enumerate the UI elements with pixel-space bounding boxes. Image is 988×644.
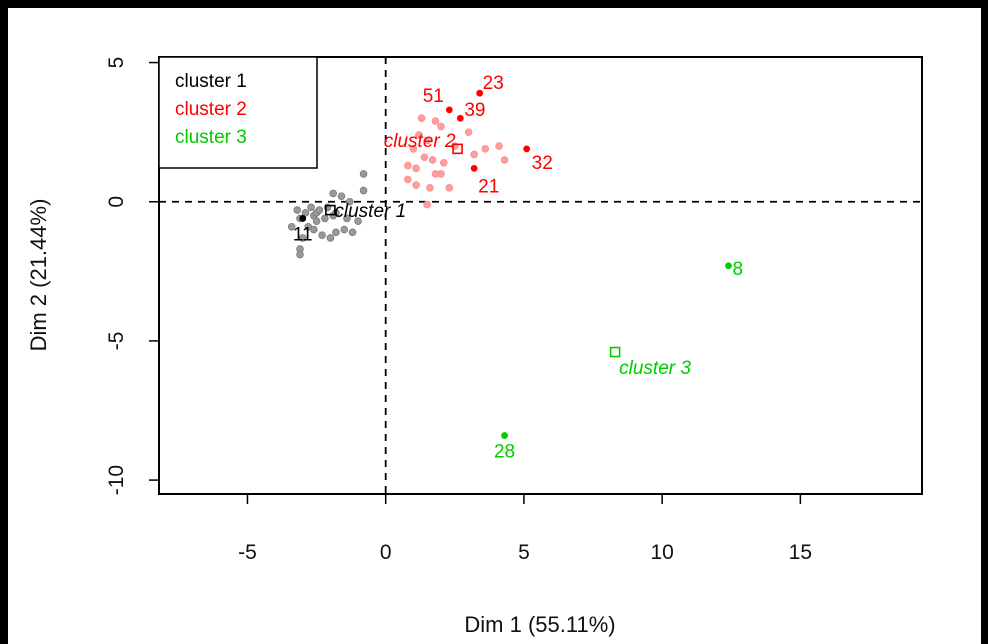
data-point [439, 158, 448, 167]
legend-entry: cluster 1 [175, 71, 247, 92]
data-point [345, 197, 354, 206]
centroid-label: cluster 3 [619, 358, 691, 379]
cluster-centroids: cluster 1 cluster 2 cluster 3 [325, 131, 691, 379]
point-label: 39 [464, 100, 485, 121]
data-point [318, 231, 326, 239]
labeled-data-point [299, 215, 307, 222]
centroid-marker [452, 143, 463, 155]
data-point [307, 203, 315, 212]
data-point [343, 214, 351, 223]
centroid-marker [325, 204, 336, 216]
data-point [337, 192, 346, 200]
data-point [287, 222, 296, 231]
point-label: 21 [478, 176, 499, 197]
data-point [359, 186, 368, 195]
x-tick-label: 5 [518, 541, 530, 564]
labeled-data-point [456, 114, 464, 122]
labeled-data-point [523, 145, 531, 153]
data-point [301, 209, 310, 217]
data-point [415, 131, 423, 139]
point-label: 8 [732, 259, 743, 280]
centroid-label: cluster 1 [334, 201, 406, 222]
labeled-data-point [725, 262, 732, 270]
data-point [348, 228, 357, 237]
x-tick-label: 0 [380, 541, 392, 564]
labeled-data-point [501, 432, 508, 439]
data-point [445, 184, 454, 192]
labeled-data-point [476, 89, 484, 97]
centroid-marker [609, 346, 621, 358]
x-tick-label: 10 [650, 541, 673, 564]
labeled-data-point [445, 106, 453, 114]
y-tick-label: -5 [105, 332, 128, 351]
data-point [412, 181, 420, 189]
point-label: 32 [532, 153, 553, 174]
legend: cluster 1 cluster 2 cluster 3 [158, 56, 318, 169]
data-point [500, 156, 509, 164]
reference-lines [159, 57, 922, 494]
y-tick-label: 5 [105, 57, 128, 69]
y-tick-label: -10 [105, 465, 128, 495]
data-point [354, 217, 362, 226]
data-point [437, 170, 445, 178]
data-point [495, 142, 503, 150]
data-point [404, 175, 412, 184]
point-label: 23 [483, 73, 504, 94]
y-tick-label: 0 [105, 196, 128, 208]
legend-entry: cluster 3 [175, 127, 247, 148]
data-point [470, 150, 478, 159]
data-point [420, 153, 429, 162]
data-points: 11 51 23 39 32 21 8 28 [287, 73, 743, 463]
data-point [329, 189, 337, 198]
legend-entry: cluster 2 [175, 99, 247, 120]
data-point [417, 114, 426, 123]
data-point [404, 161, 412, 170]
legend-box [158, 56, 318, 169]
data-point [332, 228, 340, 237]
data-point [412, 164, 420, 173]
data-point [315, 206, 324, 214]
data-point [310, 225, 318, 234]
data-point [359, 170, 368, 178]
data-point [409, 145, 418, 153]
x-axis-label: Dim 1 (55.11%) [464, 612, 615, 637]
data-point [426, 184, 434, 192]
data-point [296, 250, 304, 259]
y-axis: 5 0 -5 -10 [105, 57, 159, 495]
data-point [423, 200, 431, 209]
point-label: 51 [423, 86, 444, 107]
data-point [428, 156, 437, 164]
point-label: 28 [494, 442, 515, 463]
data-point [464, 128, 473, 136]
plot-area [158, 56, 923, 495]
data-point [321, 214, 329, 223]
x-tick-label: -5 [238, 541, 257, 564]
data-point [340, 225, 349, 234]
data-point [437, 122, 445, 131]
data-point [431, 117, 440, 125]
x-tick-label: 15 [789, 541, 812, 564]
data-point [298, 234, 307, 242]
labeled-data-point [470, 164, 478, 172]
data-point [423, 136, 431, 145]
data-point [312, 217, 321, 226]
centroid-label: cluster 2 [384, 131, 456, 152]
data-point [481, 145, 490, 153]
data-point [293, 206, 302, 214]
y-axis-label: Dim 2 (21.44%) [26, 199, 51, 352]
point-label: 11 [293, 224, 313, 245]
x-axis: -5 0 5 10 15 [238, 494, 812, 564]
data-point [326, 234, 335, 242]
